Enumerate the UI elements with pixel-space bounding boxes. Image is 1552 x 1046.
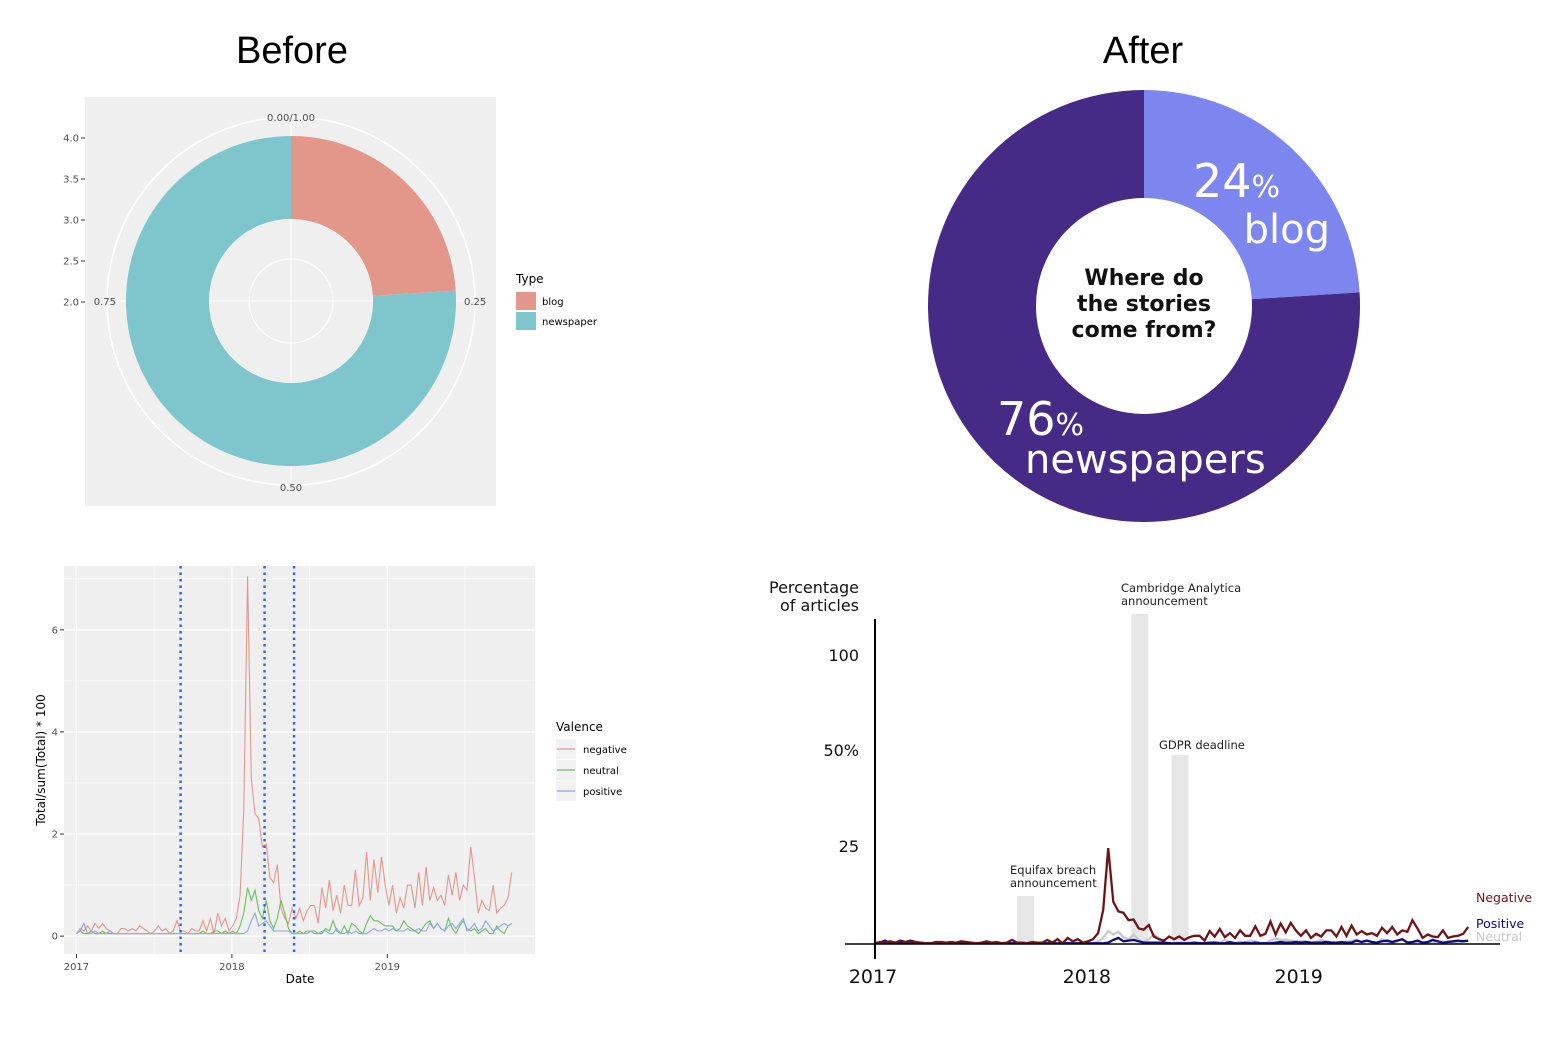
series-end-label-negative: Negative	[1476, 890, 1532, 905]
x-tick-label: 2018	[219, 962, 244, 973]
before-series-negative	[75, 576, 513, 935]
center-title-line: come from?	[1072, 318, 1217, 343]
before-lines-group: 0 2 4 6 2017 2018 2019 Date Total/sum(Total) * 1…	[34, 566, 627, 986]
before-series-positive	[76, 911, 513, 935]
event-band	[1171, 755, 1189, 944]
radial-tick-label: 3.5	[63, 175, 79, 186]
after-y-tick-label: 100	[828, 646, 859, 665]
after-x-tick-label: 2018	[1063, 966, 1111, 988]
after-y-axis-title: of articles	[780, 596, 859, 615]
before-donut-group: 0.00/1.00 0.25 0.50 0.75 4.0 3.5 3.0 2.5 2.0 Type…	[63, 97, 598, 506]
type-legend-swatch	[516, 292, 536, 310]
after-slice-blog	[1144, 90, 1360, 300]
center-title-line: Where do	[1084, 266, 1203, 291]
valence-legend-title: Valence	[556, 720, 603, 734]
event-band	[1016, 896, 1034, 944]
after-x-tick-label: 2019	[1275, 966, 1323, 988]
event-annotation: announcement	[1121, 594, 1208, 608]
slice-label-blog: blog	[1244, 207, 1330, 253]
type-legend-label: blog	[542, 297, 564, 308]
angle-tick-label: 0.00/1.00	[267, 113, 315, 124]
x-tick-label: 2017	[64, 962, 89, 973]
after-y-tick-label: 25	[839, 837, 859, 856]
center-title-line: the stories	[1077, 292, 1211, 317]
slice-percent-newspapers: 76%	[997, 392, 1084, 446]
slice-percent-blog: 24%	[1193, 154, 1280, 208]
x-axis-title: Date	[286, 972, 315, 986]
before-title: Before	[236, 30, 348, 72]
before-slice-newspaper	[125, 136, 457, 466]
after-y-axis-title: Percentage	[769, 578, 859, 597]
type-legend-swatch	[516, 312, 536, 330]
event-annotation: GDPR deadline	[1159, 738, 1245, 752]
after-title: After	[1102, 30, 1184, 72]
y-axis-title: Total/sum(Total) * 100	[34, 694, 48, 827]
event-annotation: Equifax breach	[1010, 863, 1096, 877]
slice-label-newspapers: newspapers	[1025, 437, 1266, 483]
radial-tick-label: 4.0	[63, 134, 79, 145]
event-annotation: Cambridge Analytica	[1121, 581, 1241, 595]
angle-tick-label: 0.25	[464, 297, 486, 308]
x-tick-label: 2019	[375, 962, 400, 973]
after-slice-newspapers	[928, 90, 1360, 522]
valence-legend-label: positive	[583, 787, 622, 798]
valence-legend-label: neutral	[583, 766, 619, 777]
valence-legend-label: negative	[583, 745, 627, 756]
before-lines-panel	[64, 566, 535, 954]
angle-tick-label: 0.50	[280, 483, 302, 494]
event-band	[1131, 614, 1149, 944]
radial-tick-label: 2.0	[63, 298, 79, 309]
type-legend-label: newspaper	[542, 317, 598, 328]
before-slice-blog	[291, 136, 456, 296]
event-annotation: announcement	[1010, 876, 1097, 890]
type-legend-title: Type	[515, 272, 544, 286]
y-tick-label: 6	[52, 625, 58, 636]
y-tick-label: 0	[52, 932, 58, 943]
after-y-tick-label: 50%	[823, 741, 859, 760]
y-tick-label: 2	[52, 830, 58, 841]
angle-tick-label: 0.75	[94, 297, 116, 308]
radial-tick-label: 2.5	[63, 257, 79, 268]
series-end-label-positive: Positive	[1476, 916, 1524, 931]
after-x-tick-label: 2017	[849, 966, 897, 988]
after-series-negative	[874, 847, 1470, 945]
y-tick-label: 4	[52, 727, 58, 738]
series-end-label-neutral: Neutral	[1476, 929, 1522, 944]
radial-tick-label: 3.0	[63, 216, 79, 227]
